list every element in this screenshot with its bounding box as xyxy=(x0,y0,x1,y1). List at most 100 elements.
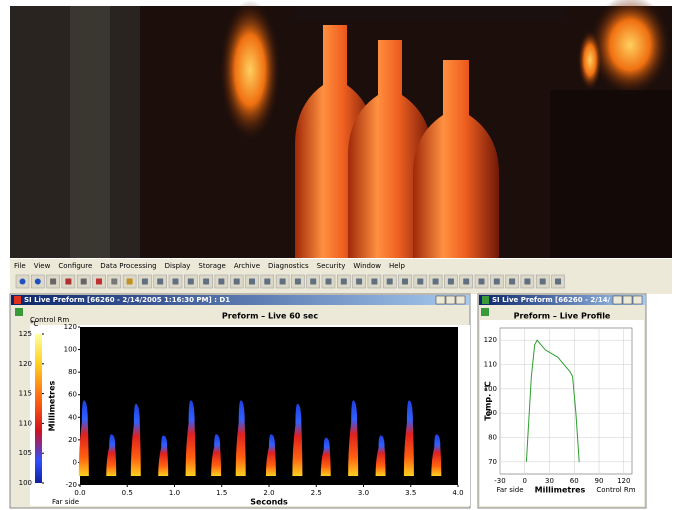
menu-item[interactable]: Security xyxy=(317,262,346,270)
toolbar-icon xyxy=(371,278,378,285)
toolbar-icon xyxy=(340,278,347,285)
toolbar-icon xyxy=(218,278,225,285)
toolbar-icon xyxy=(310,278,317,285)
profile-line xyxy=(525,339,580,462)
menu-item[interactable]: Storage xyxy=(198,262,225,270)
x-tick-label: 0.5 xyxy=(122,489,133,497)
toolbar-icon xyxy=(80,278,87,285)
toolbar-icon xyxy=(19,278,26,285)
minimize[interactable] xyxy=(612,295,623,305)
thermal-pulse xyxy=(375,435,386,476)
y-tick-label: 100 xyxy=(64,346,77,354)
menu-item[interactable]: File xyxy=(14,262,26,270)
toolbar-icon xyxy=(539,278,546,285)
x-axis-label: Seconds xyxy=(250,498,288,507)
photo xyxy=(10,0,672,258)
toolbar xyxy=(15,274,565,289)
toolbar-icon xyxy=(34,278,41,285)
y-tick-label: 70 xyxy=(488,458,497,466)
colorbar-tick-label: 120 xyxy=(19,360,32,368)
menu-item[interactable]: Display xyxy=(165,262,191,270)
toolbar-icon xyxy=(417,278,424,285)
colorbar-tick-label: 105 xyxy=(19,449,32,457)
x-tick-label: 3.0 xyxy=(358,489,369,497)
toolbar-icon xyxy=(524,278,531,285)
colorbar-tick-label: 115 xyxy=(19,390,32,398)
y-tick-label: 90 xyxy=(488,409,497,417)
toolbar-icon xyxy=(478,278,485,285)
x-tick-label: 120 xyxy=(617,477,630,485)
menu-item[interactable]: Help xyxy=(389,262,406,270)
maximize[interactable] xyxy=(445,295,456,305)
thermal-pulse xyxy=(158,435,169,476)
toolbar-icon xyxy=(402,278,408,285)
x-tick-label: 0.0 xyxy=(74,489,85,497)
toolbar-icon xyxy=(187,278,194,285)
close[interactable] xyxy=(455,295,466,305)
toolbar-icon xyxy=(493,278,500,285)
menu-item[interactable]: View xyxy=(34,262,51,270)
chart-title: Preform – Live 60 sec xyxy=(222,312,318,321)
y-tick-label: 80 xyxy=(68,368,77,376)
toolbar-icon xyxy=(50,278,57,285)
x-tick-label: 60 xyxy=(570,477,579,485)
toolbar-icon xyxy=(172,278,179,285)
thermal-pulse xyxy=(78,400,89,476)
legend-check[interactable] xyxy=(481,308,489,316)
toolbar-icon xyxy=(157,278,164,285)
toolbar-icon xyxy=(325,278,332,285)
close[interactable] xyxy=(632,295,643,305)
thermal-pulse xyxy=(185,400,196,476)
menu-item[interactable]: Window xyxy=(353,262,381,270)
y-tick-label: 20 xyxy=(68,436,77,444)
menu-item[interactable]: Data Processing xyxy=(100,262,156,270)
y-tick-label: 0 xyxy=(73,458,77,466)
x-tick-label: 3.5 xyxy=(405,489,416,497)
y-tick-label: 110 xyxy=(484,361,497,369)
thermal-pulse xyxy=(292,403,303,476)
chart-title: Preform – Live Profile xyxy=(514,312,611,321)
thermal-pulse xyxy=(348,400,359,476)
toolbar-icon xyxy=(356,278,363,285)
toolbar-icon xyxy=(203,278,210,285)
x-tick-label: 4.0 xyxy=(452,489,463,497)
right-label: Control Rm xyxy=(596,486,635,494)
thermal-pulse xyxy=(106,434,117,476)
y-tick-label: 60 xyxy=(68,391,77,399)
window-title: SI Live Preform [66260 - 2/14/2005 1:16:… xyxy=(24,296,230,304)
toolbar-icon xyxy=(126,278,133,285)
y-axis-label: Millimetres xyxy=(48,380,57,431)
menu-item[interactable]: Configure xyxy=(58,262,92,270)
menu-item[interactable]: Archive xyxy=(234,262,260,270)
toolbar-icon xyxy=(233,278,240,285)
thermal-pulse xyxy=(320,437,331,476)
menu-item[interactable]: Diagnostics xyxy=(268,262,309,270)
x-tick-label: 90 xyxy=(595,477,604,485)
legend-label: Control Rm xyxy=(30,316,69,324)
far-side-label: Far side xyxy=(52,498,79,506)
y-tick-label: 100 xyxy=(484,385,497,393)
toolbar-icon xyxy=(141,278,148,285)
colorbar xyxy=(35,334,42,483)
thermal-pulse xyxy=(431,434,442,476)
y-tick-label: 120 xyxy=(484,336,497,344)
legend-check[interactable] xyxy=(15,308,23,316)
toolbar-icon xyxy=(447,278,454,285)
x-tick-label: 0 xyxy=(523,477,527,485)
maximize[interactable] xyxy=(622,295,633,305)
x-tick-label: 1.0 xyxy=(169,489,180,497)
x-tick-label: 1.5 xyxy=(216,489,227,497)
toolbar-icon xyxy=(111,278,118,285)
toolbar-icon xyxy=(463,278,470,285)
y-tick-label: -20 xyxy=(66,481,77,489)
plot-area xyxy=(499,327,633,475)
colorbar-label: °C xyxy=(30,320,39,328)
minimize[interactable] xyxy=(435,295,446,305)
thermal-pulse xyxy=(265,434,276,476)
toolbar-icon xyxy=(249,278,255,285)
toolbar-icon xyxy=(65,278,72,285)
menu-bar: File View Configure Data Processing Display S… xyxy=(14,262,406,270)
toolbar-icon xyxy=(294,278,301,285)
toolbar-icon xyxy=(279,278,286,285)
